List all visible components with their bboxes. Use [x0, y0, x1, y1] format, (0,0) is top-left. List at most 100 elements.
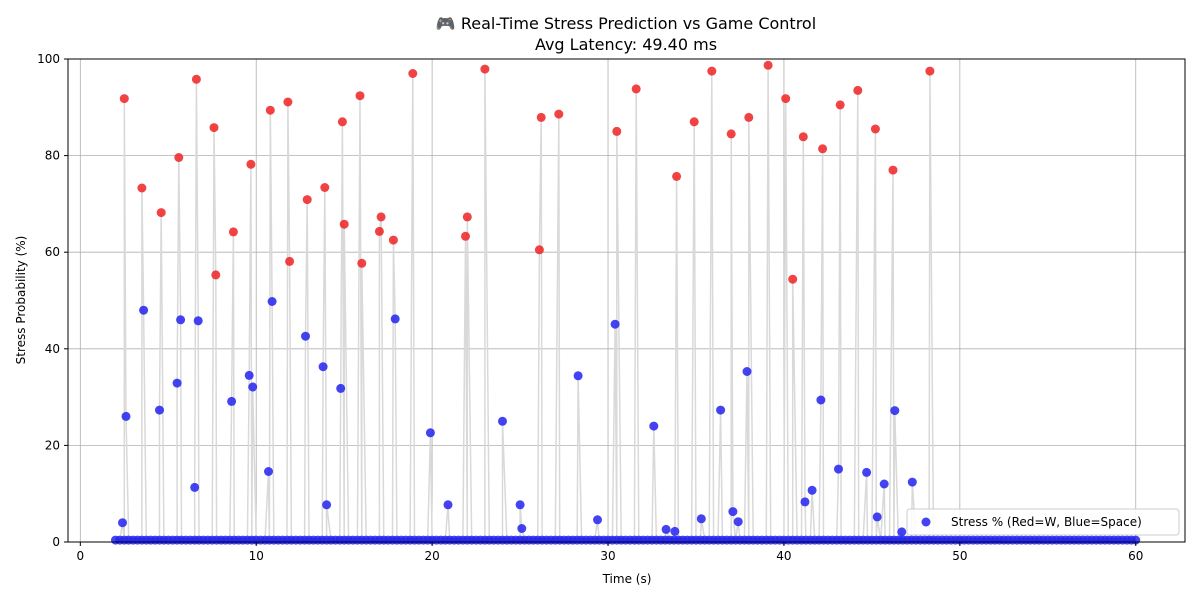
stress-point-w: [763, 60, 773, 70]
stress-point-w: [191, 74, 201, 84]
stress-point-w: [534, 245, 544, 255]
y-axis-label: Stress Probability (%): [14, 236, 28, 365]
stress-point-space: [227, 396, 237, 406]
stress-point-space: [121, 411, 131, 421]
x-tick-label: 20: [424, 549, 439, 563]
stress-point-space: [907, 477, 917, 487]
legend: Stress % (Red=W, Blue=Space): [906, 508, 1180, 536]
stress-point-w: [744, 112, 754, 122]
stress-point-w: [246, 159, 256, 169]
stress-point-w: [357, 258, 367, 268]
stress-point-space: [807, 485, 817, 495]
stress-point-w: [818, 144, 828, 154]
x-tick-label: 60: [1128, 549, 1143, 563]
stress-point-space: [879, 479, 889, 489]
stress-point-space: [816, 395, 826, 405]
stress-point-w: [228, 227, 238, 237]
x-tick-label: 0: [76, 549, 84, 563]
stress-point-w: [835, 100, 845, 110]
stress-point-space: [649, 421, 659, 431]
stress-point-space: [264, 467, 273, 476]
stress-point-w: [726, 129, 736, 139]
stress-point-w: [536, 112, 546, 122]
legend-marker: [921, 517, 931, 527]
y-tick-label: 0: [52, 535, 60, 549]
stress-point-space: [301, 331, 310, 341]
stress-point-w: [339, 219, 349, 229]
y-tick-label: 100: [37, 52, 60, 66]
stress-point-space: [318, 362, 328, 372]
y-tick-label: 40: [45, 342, 60, 356]
stress-point-w: [283, 97, 293, 107]
stress-point-space: [897, 527, 907, 537]
stress-point-w: [462, 212, 472, 222]
stress-point-space: [139, 305, 149, 315]
stress-point-space: [593, 515, 602, 525]
stress-point-w: [408, 69, 418, 78]
stress-point-space: [716, 405, 726, 415]
plot-frame: [67, 58, 1186, 543]
stress-point-space: [872, 512, 882, 522]
stress-point-w: [631, 84, 641, 94]
stress-point-w: [302, 195, 312, 205]
stress-point-w: [285, 256, 295, 266]
stress-point-w: [388, 235, 398, 245]
stress-point-w: [707, 66, 717, 76]
stress-point-w: [119, 94, 129, 104]
stress-point-space: [661, 524, 671, 534]
stress-point-w: [211, 270, 221, 280]
stress-point-space: [517, 524, 527, 533]
stress-point-w: [137, 183, 147, 193]
stress-point-w: [870, 124, 880, 134]
x-tick-label: 50: [952, 549, 967, 563]
stress-point-w: [337, 117, 347, 127]
stress-point-w: [174, 153, 184, 162]
stress-point-space: [118, 518, 127, 528]
stress-point-w: [156, 208, 166, 218]
stress-point-space: [610, 319, 620, 329]
chart-subtitle: Avg Latency: 49.40 ms: [535, 35, 717, 54]
stress-point-space: [267, 297, 277, 306]
legend-box: [906, 508, 1180, 536]
y-tick-label: 60: [45, 245, 60, 259]
stress-point-w: [554, 109, 564, 119]
stress-point-space: [155, 405, 164, 415]
stress-point-space: [515, 500, 525, 510]
stress-point-w: [209, 123, 219, 133]
axis-ticks: 0 10 20 30 40 50 60 0 20 40 60 80 100: [37, 52, 1143, 563]
stress-point-space: [696, 514, 706, 524]
stress-point-w: [888, 165, 898, 175]
stress-point-w: [612, 126, 622, 136]
stress-point-w: [925, 66, 935, 76]
stress-point-w: [689, 117, 699, 127]
stress-point-space: [890, 406, 900, 416]
stress-point-space: [172, 378, 182, 388]
stress-point-space: [573, 371, 583, 381]
stress-point-w: [798, 132, 808, 142]
stress-point-w: [355, 91, 365, 101]
stress-point-space: [670, 526, 680, 536]
stress-point-w: [781, 94, 791, 104]
stress-point-space: [742, 367, 752, 376]
stress-point-w: [672, 171, 682, 181]
stress-point-w: [461, 231, 470, 241]
chart-title: 🎮 Real-Time Stress Prediction vs Game Co…: [436, 14, 816, 33]
stress-point-space: [443, 500, 453, 510]
y-tick-label: 80: [45, 149, 60, 163]
x-tick-label: 10: [249, 549, 264, 563]
stress-point-w: [265, 105, 275, 115]
stress-point-space: [176, 315, 186, 325]
stress-point-w: [480, 64, 490, 74]
x-tick-label: 40: [776, 549, 791, 563]
y-tick-label: 20: [45, 438, 60, 452]
stress-point-w: [788, 274, 798, 284]
stress-point-space: [425, 428, 435, 438]
x-tick-label: 30: [600, 549, 615, 563]
legend-label: Stress % (Red=W, Blue=Space): [951, 515, 1142, 529]
x-axis-label: Time (s): [602, 572, 652, 586]
stress-point-w: [853, 85, 863, 95]
stress-point-w: [376, 212, 386, 222]
stress-point-space: [193, 316, 203, 326]
stress-point-space: [834, 464, 843, 474]
